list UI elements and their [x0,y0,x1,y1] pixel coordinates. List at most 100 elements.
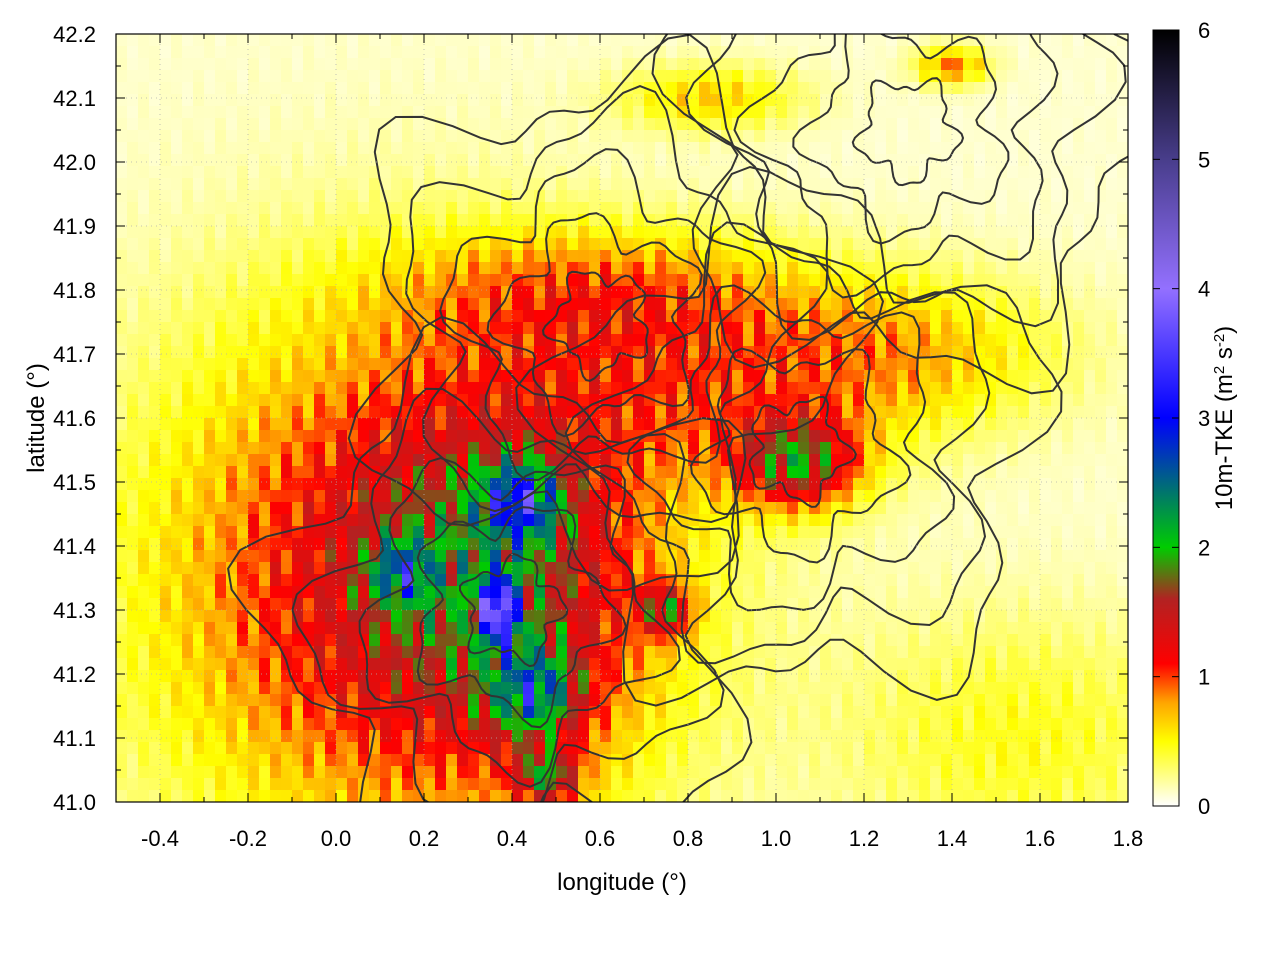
heat-cell [479,142,491,155]
heat-cell [226,538,238,551]
heat-cell [127,34,139,47]
heat-cell [182,394,194,407]
heat-cell [710,346,722,359]
heat-cell [1007,454,1019,467]
heat-cell [963,454,975,467]
heat-cell [369,94,381,107]
heat-cell [259,226,271,239]
heat-cell [226,658,238,671]
heat-cell [963,178,975,191]
heat-cell [1106,154,1118,167]
heat-cell [380,550,392,563]
heat-cell [545,430,557,443]
heat-cell [369,526,381,539]
heat-cell [347,178,359,191]
heat-cell [490,298,502,311]
heat-cell [765,190,777,203]
heat-cell [787,262,799,275]
heat-cell [303,262,315,275]
heat-cell [204,562,216,575]
heat-cell [578,586,590,599]
heat-cell [611,658,623,671]
heat-cell [611,454,623,467]
heat-cell [1117,94,1128,107]
heat-cell [237,202,249,215]
heat-cell [314,502,326,515]
heat-cell [215,466,227,479]
heat-cell [886,550,898,563]
heat-cell [248,670,260,683]
heat-cell [281,598,293,611]
heat-cell [314,358,326,371]
heat-cell [853,118,865,131]
heat-cell [149,622,161,635]
heat-cell [721,94,733,107]
heat-cell [842,562,854,575]
heat-cell [413,298,425,311]
heat-cell [963,130,975,143]
heat-cell [501,322,513,335]
heat-cell [545,598,557,611]
heat-cell [402,250,414,263]
heat-cell [644,334,656,347]
heat-cell [1018,502,1030,515]
heat-cell [743,430,755,443]
heat-cell [699,346,711,359]
heat-cell [501,346,513,359]
heat-cell [545,346,557,359]
heat-cell [1073,226,1085,239]
heat-cell [204,34,216,47]
heat-cell [886,490,898,503]
heat-cell [171,634,183,647]
heat-cell [1051,622,1063,635]
heat-cell [1007,298,1019,311]
heat-cell [1073,154,1085,167]
heat-cell [1095,502,1107,515]
heat-cell [1018,490,1030,503]
heat-cell [600,658,612,671]
heat-cell [897,610,909,623]
heat-cell [721,34,733,47]
heat-cell [952,622,964,635]
heat-cell [578,202,590,215]
heat-cell [787,298,799,311]
heat-cell [743,586,755,599]
heat-cell [776,514,788,527]
heat-cell [127,502,139,515]
heat-cell [116,550,128,563]
heat-cell [160,34,172,47]
heat-cell [820,454,832,467]
heat-cell [875,214,887,227]
heat-cell [996,466,1008,479]
heat-cell [1062,34,1074,47]
heat-cell [1018,34,1030,47]
heat-cell [380,670,392,683]
heat-cell [567,502,579,515]
heat-cell [314,370,326,383]
heat-cell [347,130,359,143]
heat-cell [963,358,975,371]
heat-cell [457,190,469,203]
heat-cell [809,406,821,419]
heat-cell [864,226,876,239]
heat-cell [281,466,293,479]
heat-cell [347,214,359,227]
heat-cell [534,202,546,215]
heat-cell [666,466,678,479]
heat-cell [908,454,920,467]
heat-cell [446,34,458,47]
heat-cell [303,154,315,167]
heat-cell [842,586,854,599]
heat-cell [556,142,568,155]
heat-cell [743,238,755,251]
heat-cell [1040,118,1052,131]
heat-cell [402,286,414,299]
heat-cell [281,670,293,683]
heat-cell [809,550,821,563]
heat-cell [974,526,986,539]
heat-cell [457,58,469,71]
heat-cell [1095,658,1107,671]
heat-cell [1007,214,1019,227]
heat-cell [402,598,414,611]
heat-cell [534,454,546,467]
